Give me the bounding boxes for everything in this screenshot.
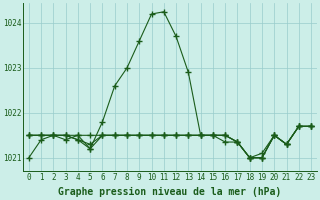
X-axis label: Graphe pression niveau de la mer (hPa): Graphe pression niveau de la mer (hPa) [58,187,282,197]
